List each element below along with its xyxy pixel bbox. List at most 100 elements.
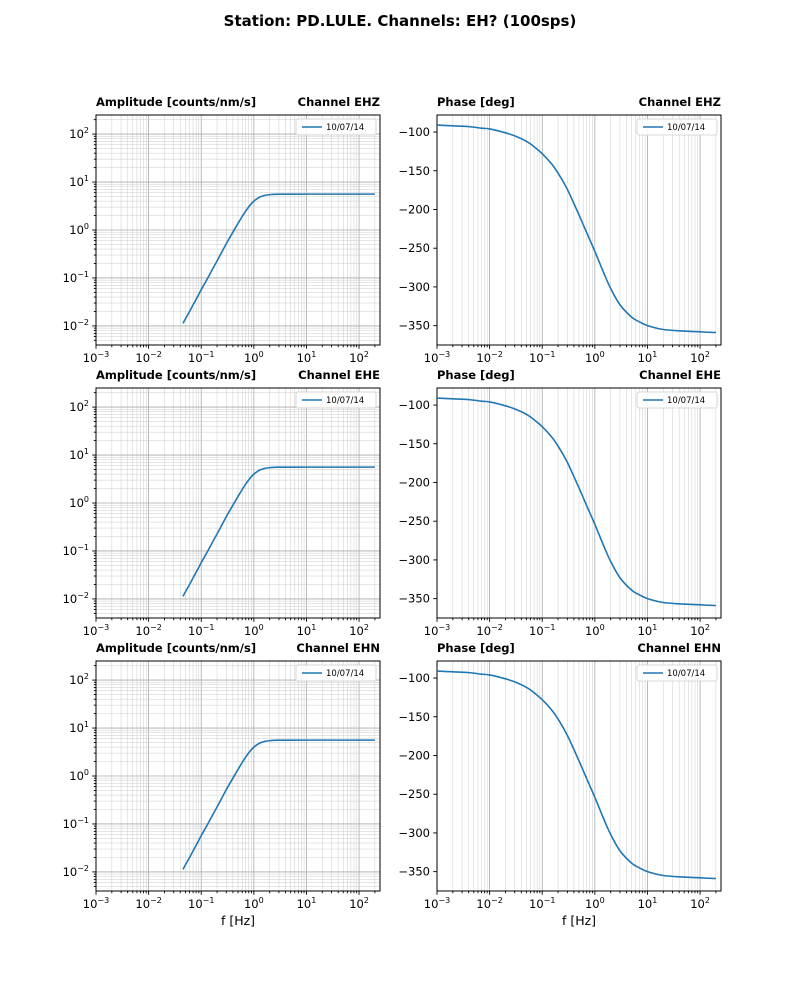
tick-label: 10−1 (529, 350, 555, 365)
response-curve (437, 397, 716, 607)
tick-label: 101 (638, 623, 658, 638)
tick-label: 102 (349, 623, 369, 638)
tick-label: 100 (244, 896, 264, 911)
tick-label: 100 (69, 495, 89, 510)
ticks (433, 677, 717, 895)
tick-label: 10−3 (424, 896, 450, 911)
axes-title-left: Amplitude [counts/nm/s] (96, 368, 256, 382)
tick-label: −200 (398, 748, 430, 762)
tick-label: 10−2 (476, 896, 502, 911)
legend-label: 10/07/14 (326, 123, 364, 133)
legend-label: 10/07/14 (326, 396, 364, 406)
amplitude-plot-ehz: 10−3 10−2 10−1 100 101 102 10−2 10−1 100 101 102 Am… (63, 95, 381, 365)
ticks (92, 119, 376, 349)
tick-label: −350 (398, 319, 430, 333)
ticks (433, 404, 717, 622)
tick-label: 10−2 (135, 896, 161, 911)
tick-label: −200 (398, 475, 430, 489)
axes-title-left: Phase [deg] (437, 641, 515, 655)
phase-plot-ehe: 10−3 10−2 10−1 100 101 102 −100 −150 −200 −250 −30… (398, 368, 722, 638)
tick-label: 101 (297, 896, 317, 911)
tick-label: 100 (585, 896, 605, 911)
tick-label: 102 (690, 896, 710, 911)
tick-label: 10−3 (424, 623, 450, 638)
tick-label: −350 (398, 592, 430, 606)
x-axis-label: f [Hz] (562, 913, 596, 928)
legend: 10/07/14 (295, 664, 377, 682)
grid (436, 661, 717, 891)
legend: 10/07/14 (295, 391, 377, 409)
tick-label: 10−3 (83, 623, 109, 638)
tick-label: 10−1 (529, 623, 555, 638)
tick-label: −150 (398, 164, 430, 178)
tick-label: 101 (297, 350, 317, 365)
x-axis-label: f [Hz] (221, 913, 255, 928)
tick-label: 10−2 (135, 350, 161, 365)
tick-labels: 10−3 10−2 10−1 100 101 102 −100 −150 −200 −250 −30… (398, 125, 710, 365)
tick-label: −300 (398, 826, 430, 840)
tick-label: 10−3 (83, 350, 109, 365)
ticks (433, 131, 717, 349)
tick-label: 100 (69, 768, 89, 783)
tick-label: 10−2 (63, 864, 89, 879)
tick-label: 102 (349, 896, 369, 911)
axes-title-right: Channel EHE (639, 368, 721, 382)
response-curve (182, 466, 375, 597)
tick-label: 10−2 (63, 318, 89, 333)
phase-plot-ehz: 10−3 10−2 10−1 100 101 102 −100 −150 −200 −250 −30… (398, 95, 722, 365)
axes-title-left: Amplitude [counts/nm/s] (96, 641, 256, 655)
tick-label: 102 (349, 350, 369, 365)
tick-label: 10−1 (63, 543, 89, 558)
tick-label: 100 (244, 623, 264, 638)
tick-label: 10−3 (83, 896, 109, 911)
tick-label: 100 (585, 623, 605, 638)
tick-label: −250 (398, 241, 430, 255)
tick-label: −300 (398, 553, 430, 567)
tick-label: −100 (398, 671, 430, 685)
grid (95, 115, 380, 345)
grid (436, 115, 717, 345)
legend-label: 10/07/14 (667, 669, 705, 679)
tick-label: 10−3 (424, 350, 450, 365)
axes-title-right: Channel EHZ (298, 95, 380, 109)
axes-title-right: Channel EHZ (639, 95, 721, 109)
tick-label: 102 (69, 126, 89, 141)
tick-labels: 10−3 10−2 10−1 100 101 102 10−2 10−1 100 101 102 (63, 399, 369, 638)
tick-label: 10−1 (188, 350, 214, 365)
tick-label: 10−2 (476, 623, 502, 638)
tick-label: 10−2 (135, 623, 161, 638)
tick-labels: 10−3 10−2 10−1 100 101 102 10−2 10−1 100 101 102 (63, 126, 369, 365)
tick-label: −350 (398, 865, 430, 879)
axes-title-right: Channel EHE (298, 368, 380, 382)
tick-labels: 10−3 10−2 10−1 100 101 102 −100 −150 −200 −250 −30… (398, 671, 710, 911)
tick-label: 10−1 (188, 623, 214, 638)
legend: 10/07/14 (636, 118, 718, 136)
tick-labels: 10−3 10−2 10−1 100 101 102 10−2 10−1 100 101 102 (63, 672, 369, 911)
response-curve (182, 739, 375, 870)
tick-label: 102 (69, 672, 89, 687)
legend: 10/07/14 (636, 664, 718, 682)
tick-label: −250 (398, 514, 430, 528)
tick-label: 101 (69, 447, 89, 462)
tick-label: 10−2 (63, 591, 89, 606)
tick-label: −250 (398, 787, 430, 801)
tick-label: −100 (398, 398, 430, 412)
response-curve (182, 193, 375, 324)
legend: 10/07/14 (295, 118, 377, 136)
tick-label: 101 (69, 720, 89, 735)
tick-label: 10−2 (476, 350, 502, 365)
phase-plot-ehn: 10−3 10−2 10−1 100 101 102 −100 −150 −200 −250 −30… (398, 641, 722, 928)
figure-title: Station: PD.LULE. Channels: EH? (100sps) (223, 12, 577, 30)
axes-title-left: Phase [deg] (437, 95, 515, 109)
amplitude-plot-ehe: 10−3 10−2 10−1 100 101 102 10−2 10−1 100 101 102 Am… (63, 368, 381, 638)
tick-label: 101 (638, 896, 658, 911)
tick-label: −300 (398, 280, 430, 294)
legend-label: 10/07/14 (667, 123, 705, 133)
response-curve (437, 670, 716, 880)
tick-label: 102 (690, 350, 710, 365)
tick-label: 10−1 (188, 896, 214, 911)
ticks (92, 392, 376, 622)
tick-label: −200 (398, 202, 430, 216)
tick-label: 100 (244, 350, 264, 365)
response-curve (437, 124, 716, 334)
